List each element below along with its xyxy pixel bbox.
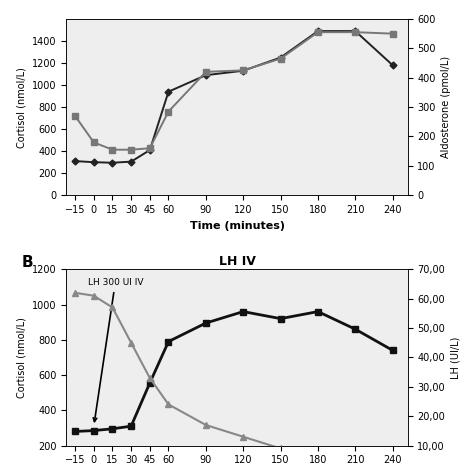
Title: LH IV: LH IV: [219, 255, 255, 268]
Text: B: B: [22, 255, 34, 270]
Y-axis label: LH (UI/L): LH (UI/L): [451, 336, 461, 379]
Text: LH 300 UI IV: LH 300 UI IV: [88, 278, 143, 421]
Y-axis label: Aldosterone (pmol/L): Aldosterone (pmol/L): [441, 56, 451, 158]
X-axis label: Time (minutes): Time (minutes): [190, 220, 284, 230]
Y-axis label: Cortisol (nmol/L): Cortisol (nmol/L): [17, 317, 27, 398]
Y-axis label: Cortisol (nmol/L): Cortisol (nmol/L): [17, 67, 27, 147]
